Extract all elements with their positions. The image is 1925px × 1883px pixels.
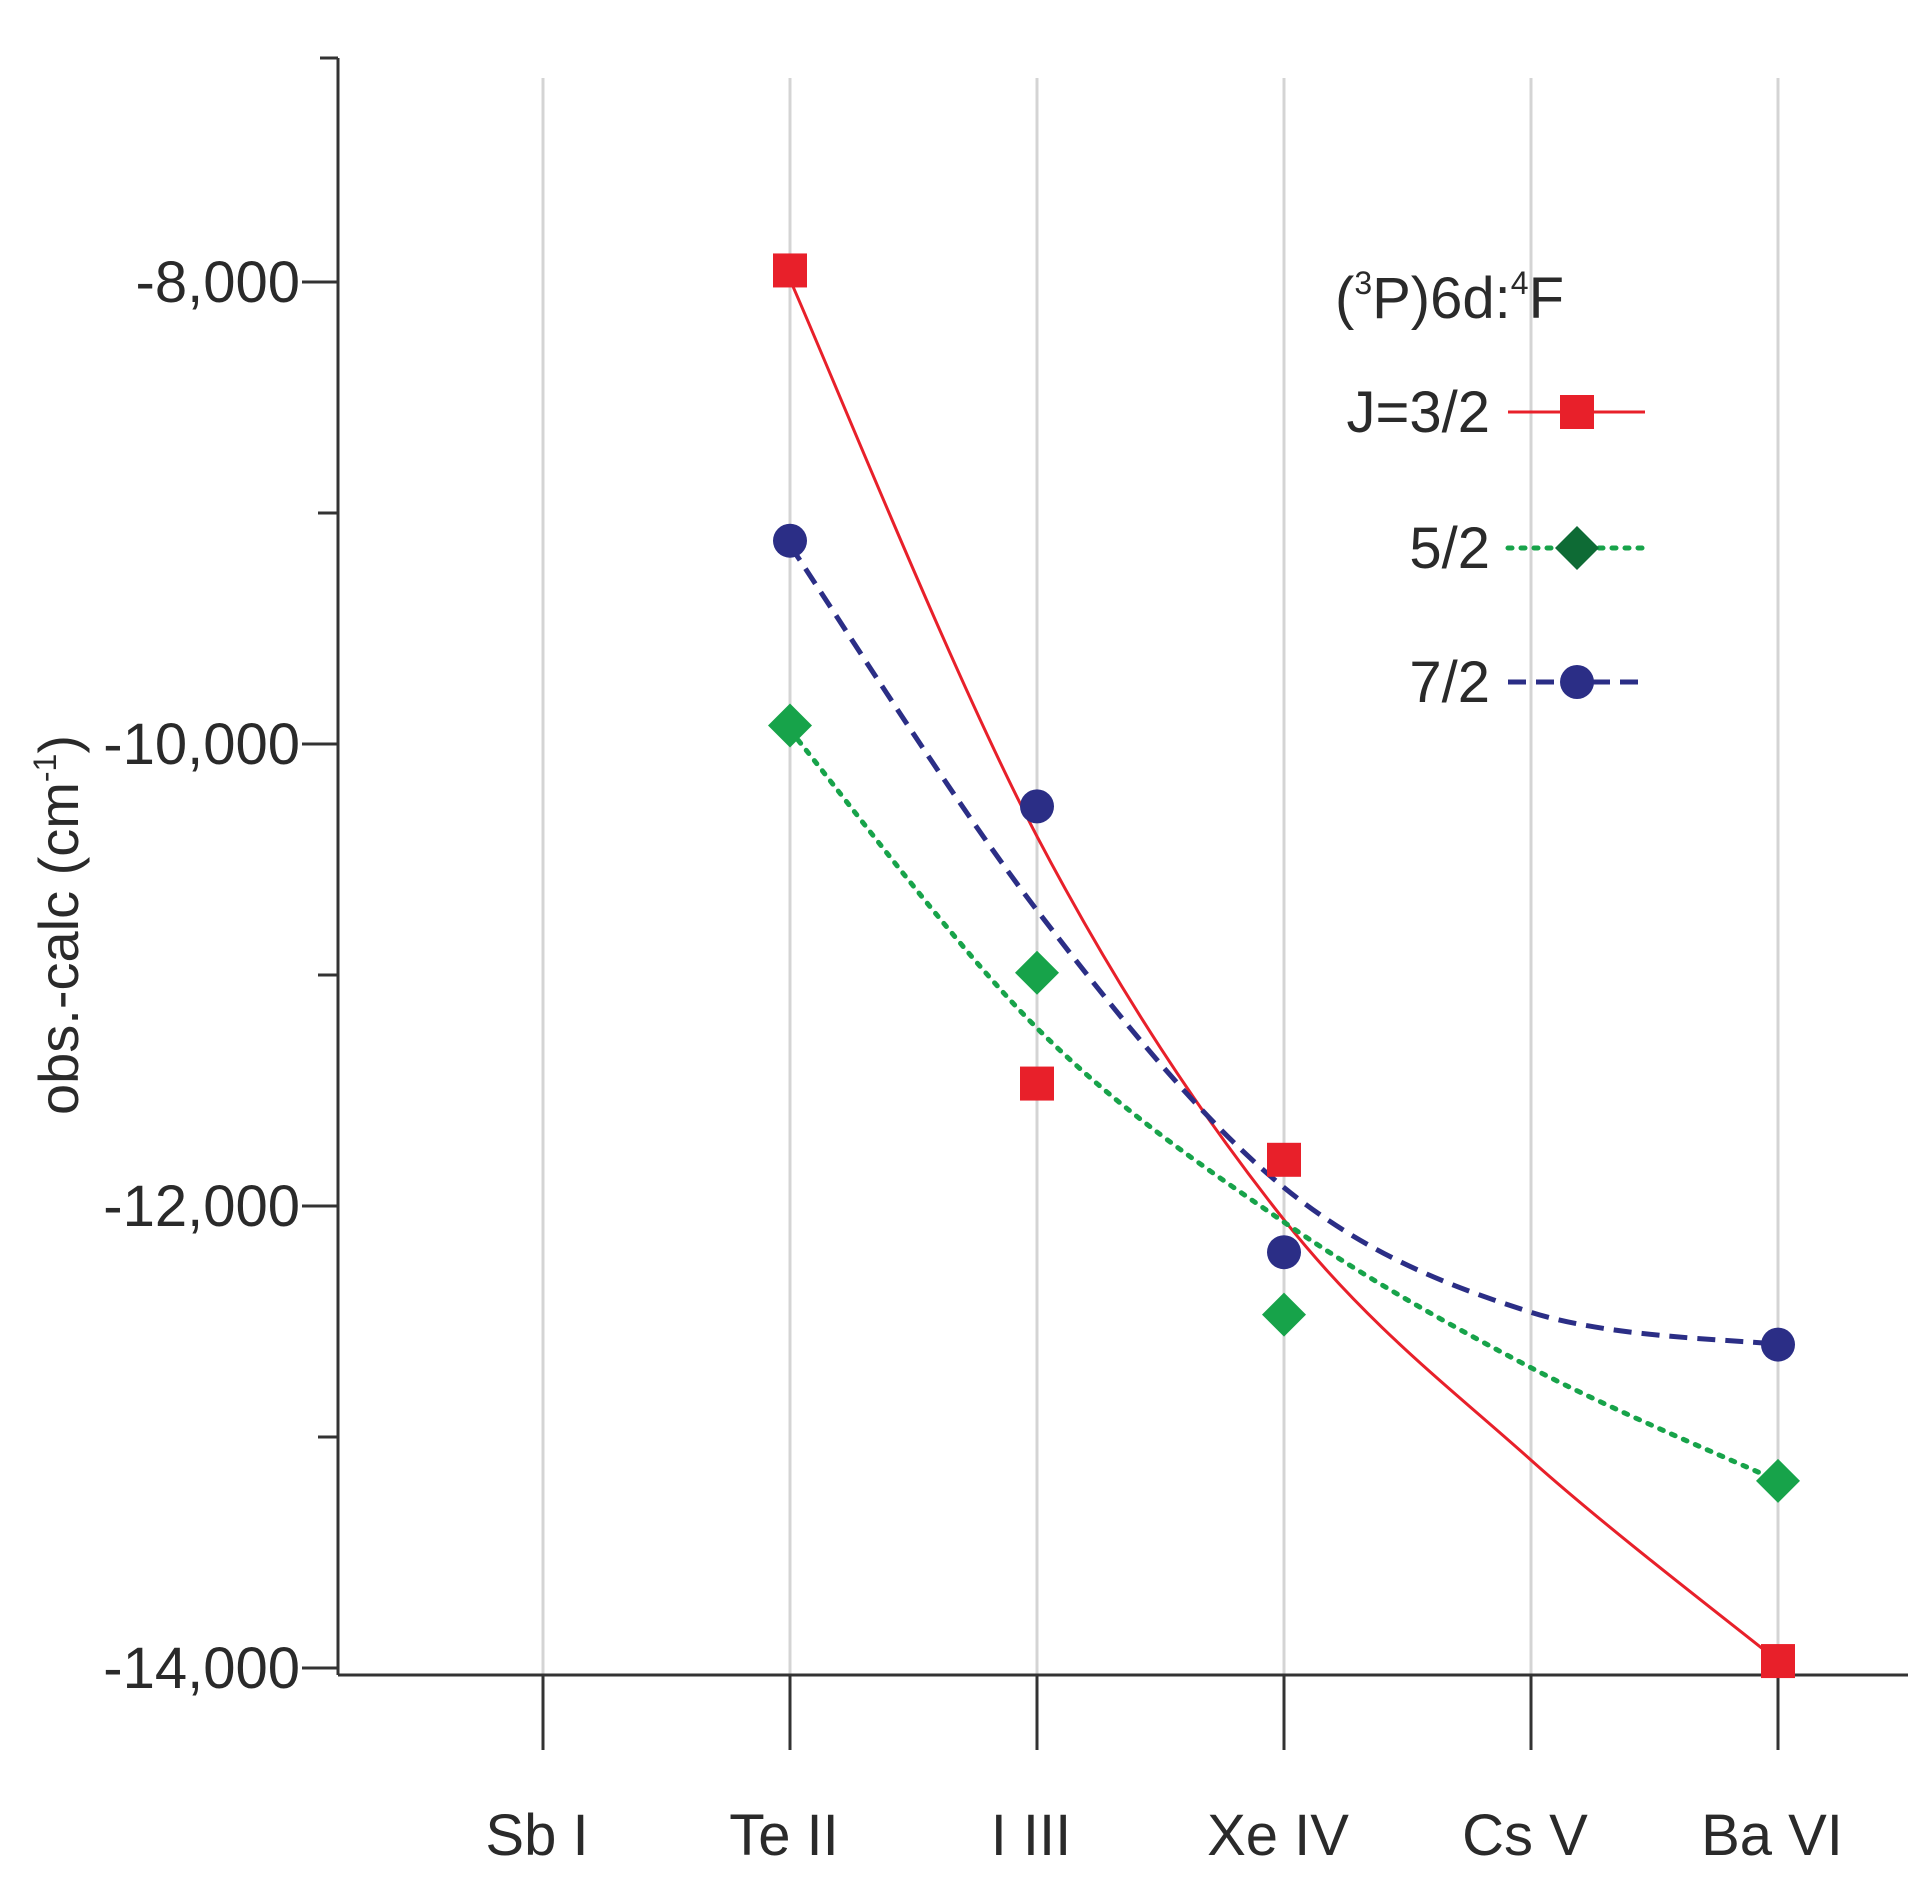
- x-tick-label: Xe IV: [1207, 1803, 1349, 1868]
- y-ticks: -8,000 -10,000 -12,000 -14,000: [103, 250, 338, 1701]
- data-point-5-2-te-ii: [768, 703, 812, 748]
- y-tick-label: -10,000: [103, 712, 300, 777]
- data-point-j-3-2-i-iii: [1020, 1066, 1054, 1101]
- x-tick-label: Cs V: [1462, 1803, 1588, 1868]
- legend-marker: [1560, 395, 1594, 429]
- data-markers: [768, 253, 1800, 1679]
- legend-entry-j-3-2: J=3/2: [1347, 380, 1645, 445]
- legend: J=3/2 5/2 7/2: [1347, 380, 1648, 715]
- legend-marker: [1555, 526, 1599, 570]
- x-ticks: Sb I Te II I III Xe IV Cs V Ba VI: [485, 1675, 1843, 1868]
- x-tick-label: Sb I: [485, 1803, 588, 1868]
- y-axis-title: obs.-calc (cm-1): [27, 735, 90, 1115]
- data-point-5-2-xe-iv: [1262, 1292, 1306, 1337]
- y-tick-label: -14,000: [103, 1636, 300, 1701]
- fit-curves: [787, 279, 1781, 1663]
- legend-marker: [1560, 665, 1594, 699]
- data-point-j-3-2-ba-vi: [1761, 1644, 1795, 1679]
- legend-label: 5/2: [1409, 516, 1490, 581]
- data-point-7-2-i-iii: [1020, 789, 1054, 824]
- legend-entry-7-2: 7/2: [1409, 650, 1645, 715]
- fit-curve-j-3-2: [788, 279, 1779, 1663]
- y-tick-label: -8,000: [136, 250, 300, 315]
- fit-curve-5-2: [787, 727, 1781, 1484]
- legend-label: J=3/2: [1347, 380, 1491, 445]
- data-point-7-2-xe-iv: [1267, 1235, 1301, 1270]
- x-tick-label: Te II: [729, 1803, 839, 1868]
- data-point-7-2-te-ii: [773, 523, 807, 558]
- gridlines: [541, 78, 1780, 1675]
- legend-title: (3P)6d:4F: [1335, 265, 1564, 331]
- data-point-5-2-ba-vi: [1756, 1458, 1800, 1503]
- data-point-5-2-i-iii: [1015, 950, 1059, 995]
- data-point-j-3-2-te-ii: [773, 253, 807, 288]
- data-point-j-3-2-xe-iv: [1267, 1142, 1301, 1177]
- x-tick-label: Ba VI: [1701, 1803, 1843, 1868]
- data-point-7-2-ba-vi: [1761, 1327, 1795, 1362]
- x-tick-label: I III: [991, 1803, 1072, 1868]
- axes: [320, 56, 1908, 1677]
- fit-curve-7-2: [787, 543, 1779, 1348]
- legend-label: 7/2: [1409, 650, 1490, 715]
- legend-entry-5-2: 5/2: [1409, 516, 1648, 581]
- y-tick-label: -12,000: [103, 1174, 300, 1239]
